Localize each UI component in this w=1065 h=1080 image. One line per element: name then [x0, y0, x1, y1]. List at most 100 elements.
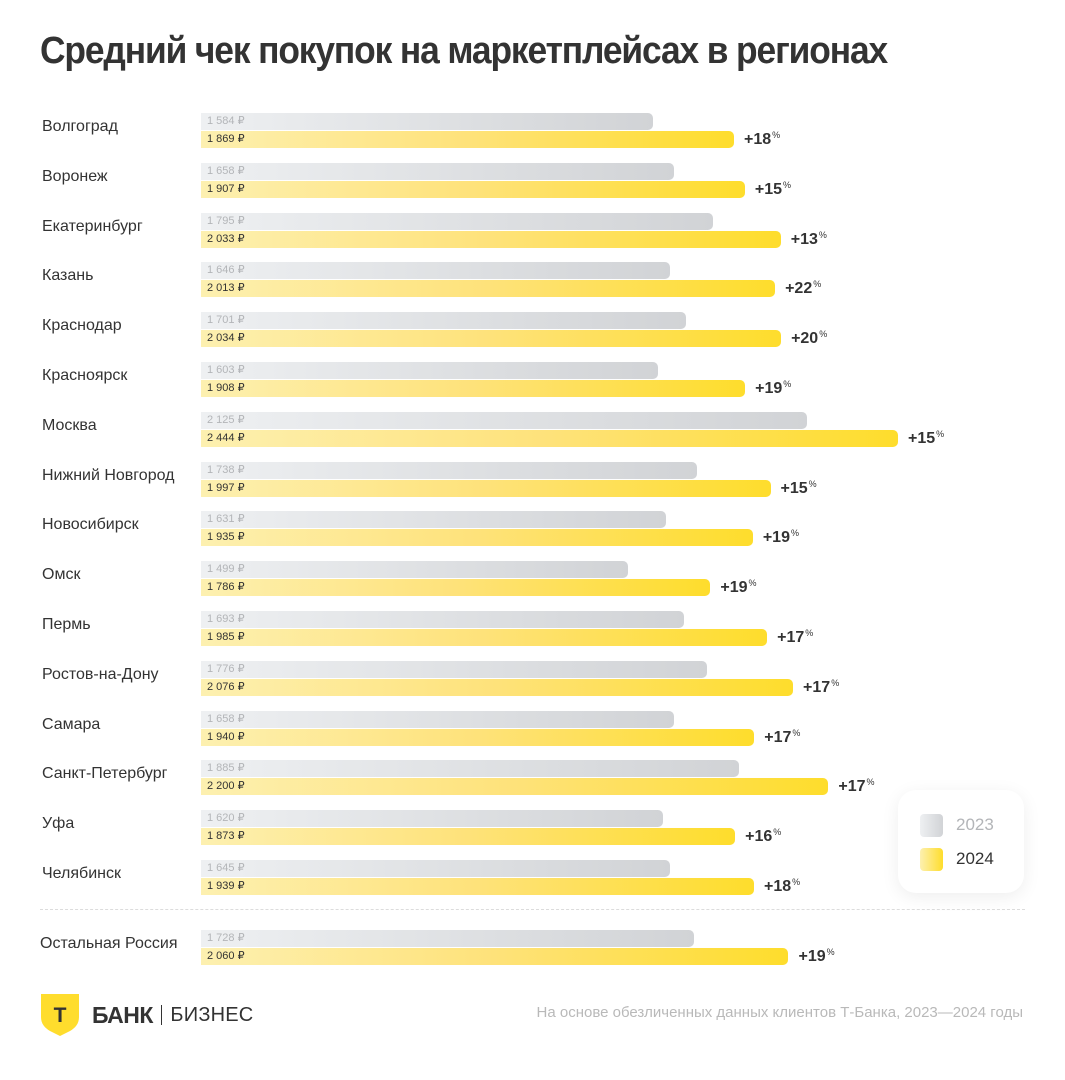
value-label-2023: 1 584 ₽	[207, 115, 245, 127]
growth-label: +18%	[744, 130, 781, 148]
legend: 2023 2024	[898, 790, 1024, 893]
value-label-2024: 1 873 ₽	[207, 830, 245, 843]
value-label-2023: 1 620 ₽	[207, 812, 245, 825]
bar-2024: 1 869 ₽	[201, 131, 735, 148]
category-label: Пермь	[42, 616, 91, 633]
bar-2023: 1 693 ₽	[201, 611, 684, 628]
bar-2023: 1 584 ₽	[201, 113, 653, 130]
bar-2024: 2 033 ₽	[201, 230, 781, 248]
value-label-2023: 1 658 ₽	[207, 712, 245, 725]
shield-logo-icon: Т	[41, 994, 79, 1036]
bar-2023: 1 658 ₽	[201, 162, 674, 180]
value-label-2023: 2 125 ₽	[207, 413, 245, 426]
chart-row: Москва 2 125 ₽ 2 444 ₽ +15%	[0, 411, 1065, 452]
bar-2024: 2 013 ₽	[201, 280, 776, 298]
bar-2023: 1 738 ₽	[201, 461, 697, 479]
value-label-2024: 1 985 ₽	[207, 631, 245, 643]
category-label: Уфа	[42, 815, 75, 833]
chart-row: Волгоград 1 584 ₽ 1 869 ₽ +18%	[0, 113, 1065, 153]
value-label-2023: 1 776 ₽	[207, 662, 245, 675]
bar-2024: 1 786 ₽	[201, 579, 711, 597]
bar-2023: 1 499 ₽	[201, 561, 629, 579]
growth-label: +19%	[720, 578, 757, 597]
logo-bank-text: БАНК	[92, 1001, 153, 1028]
growth-label: +15%	[908, 428, 945, 447]
growth-label: +15%	[780, 478, 817, 497]
category-label: Челябинск	[42, 865, 121, 882]
value-label-2024: 1 907 ₽	[207, 182, 245, 195]
bar-2023: 1 728 ₽	[201, 929, 694, 947]
value-label-2024: 1 935 ₽	[207, 531, 245, 544]
growth-label: +19%	[755, 379, 792, 397]
growth-label: +13%	[790, 229, 827, 248]
legend-label-2024: 2024	[956, 849, 994, 868]
chart-row: Красноярск 1 603 ₽ 1 908 ₽ +19%	[0, 362, 1065, 402]
growth-label: +17%	[777, 628, 814, 646]
value-label-2024: 2 076 ₽	[207, 680, 245, 693]
value-label-2023: 1 738 ₽	[207, 463, 245, 476]
growth-label: +19%	[798, 946, 835, 965]
value-label-2024: 2 013 ₽	[207, 282, 245, 295]
tbank-business-logo: Т БАНК БИЗНЕС	[40, 993, 253, 1037]
chart-row: Пермь 1 693 ₽ 1 985 ₽ +17%	[0, 611, 1065, 651]
value-label-2023: 1 885 ₽	[207, 762, 245, 775]
bar-2024: 1 908 ₽	[201, 380, 746, 397]
value-label-2024: 1 939 ₽	[207, 880, 245, 892]
bar-2023: 1 631 ₽	[201, 511, 667, 529]
chart-row: Уфа 1 620 ₽ 1 873 ₽ +16%	[0, 810, 1065, 850]
bar-chart: Волгоград 1 584 ₽ 1 869 ₽ +18% Воронеж 1 658 …	[0, 113, 1065, 970]
bar-2023: 1 658 ₽	[201, 710, 674, 728]
chart-row: Краснодар 1 701 ₽ 2 034 ₽ +20%	[0, 312, 1065, 352]
chart-row: Екатеринбург 1 795 ₽ 2 033 ₽ +13%	[0, 212, 1065, 253]
bar-2023: 1 795 ₽	[201, 212, 713, 230]
category-label: Москва	[42, 416, 97, 434]
bar-2024: 2 034 ₽	[201, 330, 782, 348]
chart-row: Самара 1 658 ₽ 1 940 ₽ +17%	[0, 710, 1065, 751]
category-label: Казань	[42, 267, 94, 285]
legend-swatch-2024	[920, 847, 943, 871]
chart-row: Казань 1 646 ₽ 2 013 ₽ +22%	[0, 262, 1065, 302]
bar-2024: 1 939 ₽	[201, 878, 754, 895]
category-label: Самара	[42, 715, 101, 733]
chart-row: Ростов-на-Дону 1 776 ₽ 2 076 ₽ +17%	[0, 660, 1065, 701]
category-label: Ростов-на-Дону	[42, 665, 159, 683]
value-label-2024: 2 034 ₽	[207, 332, 245, 345]
chart-row: Остальная Россия 1 728 ₽ 2 060 ₽ +19%	[0, 929, 1065, 970]
value-label-2023: 1 728 ₽	[207, 931, 245, 944]
bar-2024: 1 985 ₽	[201, 629, 768, 646]
value-label-2023: 1 795 ₽	[207, 214, 245, 227]
category-label: Нижний Новгород	[42, 466, 175, 484]
source-note: На основе обезличенных данных клиентов Т…	[536, 1004, 1023, 1021]
chart-row: Омск 1 499 ₽ 1 786 ₽ +19%	[0, 561, 1065, 601]
legend-label-2023: 2023	[956, 815, 994, 834]
bar-2023: 2 125 ₽	[201, 411, 808, 429]
value-label-2024: 1 908 ₽	[207, 382, 245, 394]
bar-2023: 1 776 ₽	[201, 660, 708, 678]
category-label: Екатеринбург	[42, 217, 143, 235]
growth-label: +16%	[745, 827, 782, 846]
logo-separator	[160, 1005, 163, 1025]
growth-label: +17%	[764, 727, 801, 746]
growth-label: +17%	[838, 777, 875, 796]
value-label-2023: 1 603 ₽	[207, 364, 245, 376]
growth-label: +18%	[763, 877, 801, 895]
bar-2024: 2 060 ₽	[201, 947, 789, 965]
logo-business-text: БИЗНЕС	[170, 1003, 254, 1026]
category-label: Воронеж	[42, 167, 108, 185]
chart-row: Воронеж 1 658 ₽ 1 907 ₽ +15%	[0, 162, 1065, 203]
growth-label: +19%	[762, 528, 799, 547]
growth-label: +15%	[754, 179, 791, 198]
divider-line	[40, 909, 1025, 910]
chart-title: Средний чек покупок на маркетплейсах в р…	[40, 30, 888, 72]
bar-2024: 1 907 ₽	[201, 180, 745, 198]
value-label-2023: 1 646 ₽	[207, 264, 245, 277]
bar-2024: 2 076 ₽	[201, 678, 794, 696]
chart-row: Нижний Новгород 1 738 ₽ 1 997 ₽ +15%	[0, 461, 1065, 502]
category-label: Красноярск	[42, 367, 128, 384]
category-label: Омск	[42, 566, 81, 584]
growth-label: +17%	[803, 677, 840, 696]
value-label-2024: 1 786 ₽	[207, 581, 245, 594]
bar-2023: 1 603 ₽	[201, 362, 659, 379]
bar-2023: 1 701 ₽	[201, 312, 687, 330]
chart-row: Новосибирск 1 631 ₽ 1 935 ₽ +19%	[0, 511, 1065, 551]
